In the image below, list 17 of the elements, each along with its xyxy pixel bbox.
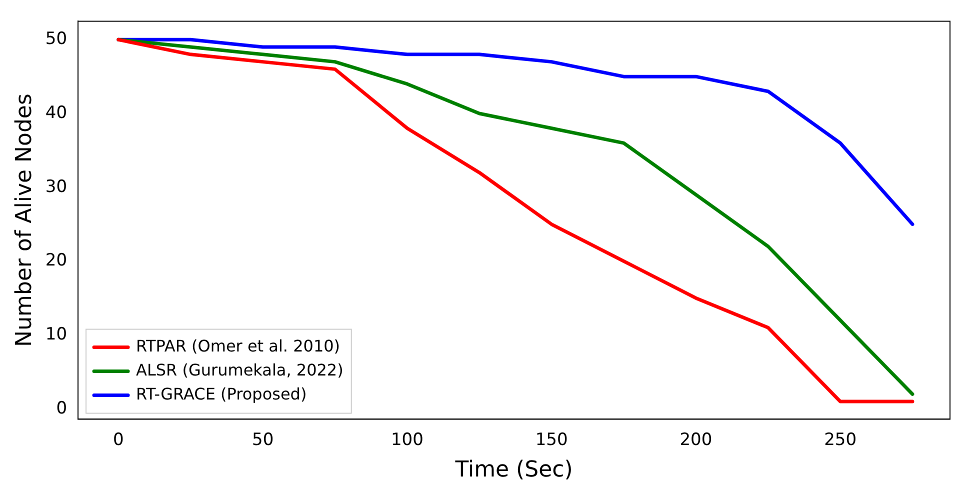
x-tick-label: 250: [824, 430, 857, 450]
x-tick-label: 150: [535, 430, 568, 450]
x-tick-label: 50: [252, 430, 274, 450]
y-tick-label: 50: [45, 29, 68, 50]
y-tick-label: 30: [45, 176, 68, 197]
legend-label: RTPAR (Omer et al. 2010): [136, 336, 340, 356]
y-tick-label: 10: [45, 324, 68, 344]
y-axis-title: Number of Alive Nodes: [12, 94, 37, 347]
y-tick-label: 40: [45, 102, 68, 123]
legend-label: ALSR (Gurumekala, 2022): [136, 360, 344, 380]
y-tick-label: 20: [45, 250, 68, 271]
x-tick-label: 0: [113, 430, 124, 450]
y-tick-label: 0: [56, 398, 68, 418]
legend-label: RT-GRACE (Proposed): [136, 384, 307, 404]
x-axis-title: Time (Sec): [454, 458, 573, 483]
x-tick-label: 200: [680, 430, 712, 450]
x-tick-label: 100: [390, 430, 424, 450]
